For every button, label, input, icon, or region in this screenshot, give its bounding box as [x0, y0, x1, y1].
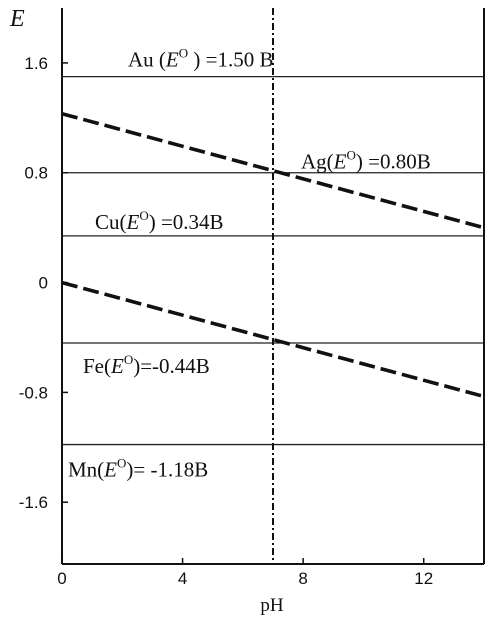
annotation-au: Au (EO ) =1.50 B	[128, 46, 273, 72]
ticks: 0 4 8 12 1.6 0.8 0 -0.8 -1.6	[19, 54, 433, 588]
y-tick-label: 0	[39, 274, 48, 293]
y-tick-label: 1.6	[24, 54, 48, 73]
y-tick-label: -0.8	[19, 383, 48, 402]
y-axis-label: E	[9, 6, 25, 32]
x-tick-label: 0	[57, 569, 66, 588]
x-tick-label: 4	[178, 569, 187, 588]
x-axis-label: pH	[260, 595, 284, 616]
annotation-cu: Cu(EO) =0.34B	[95, 208, 224, 234]
data-series	[61, 111, 485, 399]
y-tick-label: -1.6	[19, 493, 48, 512]
series-line-1	[61, 111, 485, 230]
axes	[61, 8, 485, 565]
annotation-fe: Fe(EO)=-0.44B	[83, 352, 210, 378]
series-line-2	[61, 280, 485, 399]
annotation-mn: Mn(EO)= -1.18B	[68, 456, 208, 482]
x-tick-label: 12	[414, 569, 433, 588]
y-tick-label: 0.8	[24, 164, 48, 183]
annotation-ag: Ag(EO) =0.80B	[301, 148, 431, 174]
annotations: Au (EO ) =1.50 B Ag(EO) =0.80B Cu(EO) =0.3…	[68, 46, 431, 482]
x-tick-label: 8	[298, 569, 307, 588]
